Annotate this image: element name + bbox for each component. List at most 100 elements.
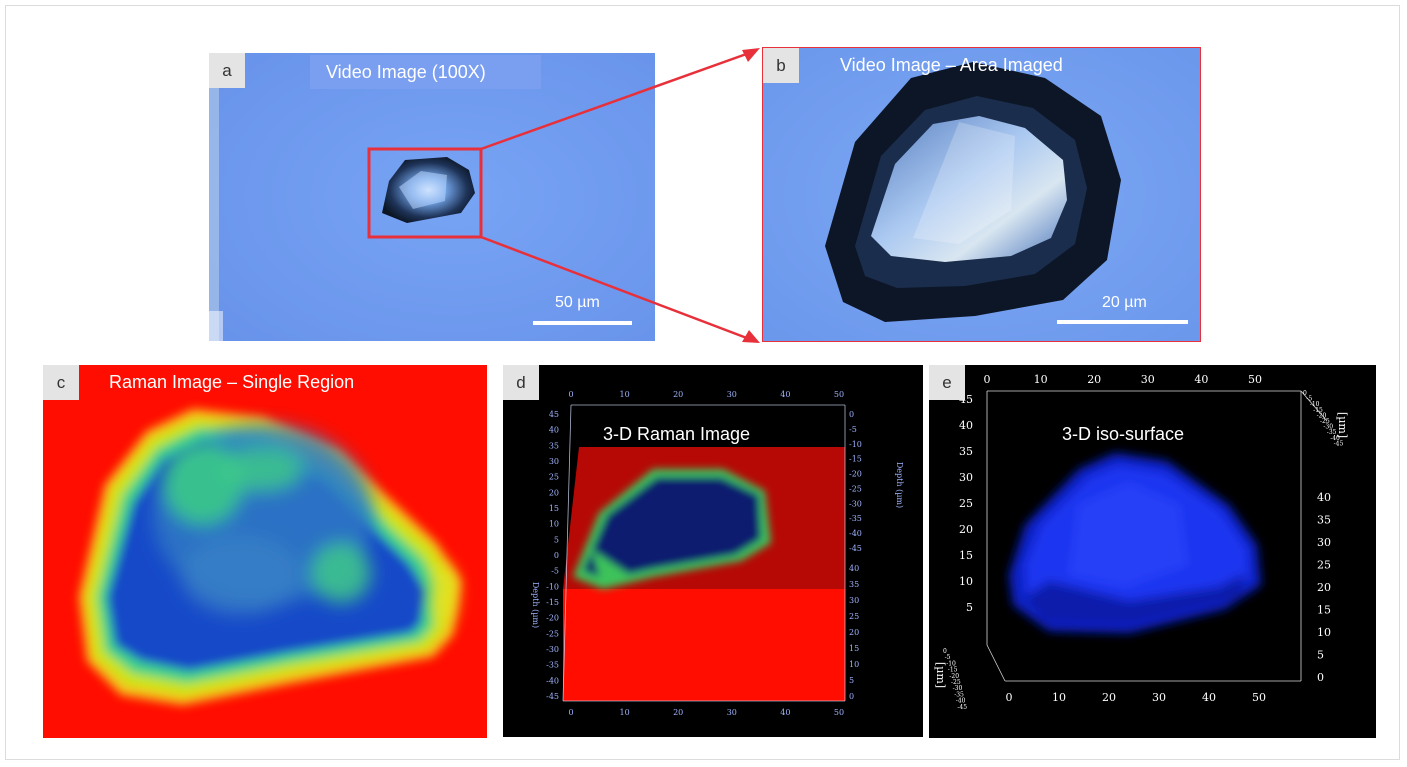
panel-d-bottom-tick: 10: [620, 708, 630, 717]
panel-e-bottom-tick: 0: [1006, 691, 1013, 704]
panel-e-right-tick: 40: [1317, 491, 1331, 504]
panel-d-left-tick: 15: [549, 504, 559, 513]
panel-e-lower-left-tick: -10: [946, 660, 956, 667]
panel-b-letter: b: [763, 48, 799, 83]
panel-e-lower-left-tick: -40: [956, 698, 966, 705]
panel-d-left-tick: 0: [554, 551, 559, 560]
panel-e-left-tick: 10: [959, 575, 973, 588]
panel-d-left-tick: -5: [551, 567, 559, 576]
panel-d-bottom-tick: 0: [568, 708, 573, 717]
panel-d-right-tick: 30: [849, 596, 859, 605]
panel-e-upper-right-tick: -45: [1334, 440, 1344, 447]
panel-e-bottom-tick: 50: [1252, 691, 1266, 704]
panel-e-left-tick: 15: [959, 549, 973, 562]
panel-e-bottom-tick: 40: [1202, 691, 1216, 704]
panel-d-left-tick: 45: [549, 410, 559, 419]
panel-e-right-tick: 35: [1317, 514, 1331, 527]
panel-e-upper-right-tick: -10: [1310, 401, 1320, 408]
panel-e-left-tick: 5: [966, 601, 973, 614]
panel-d: 0 10 20 30 40 50 0 10 20 30 40 50 45 40 35 30 25 20 15 10 5 0…: [503, 365, 923, 737]
panel-d-left-tick: -30: [546, 645, 559, 654]
panel-d-right-tick: -45: [849, 544, 862, 553]
panel-c-title: Raman Image – Single Region: [109, 372, 355, 392]
panel-d-right-tick: 0: [849, 410, 854, 419]
panel-e-lower-left-tick: -15: [948, 667, 958, 674]
panel-d-left-tick: -15: [546, 598, 559, 607]
panel-e-left-tick: 20: [959, 523, 973, 536]
panel-d-left-tick: -45: [546, 692, 559, 701]
panel-d-right-tick: -15: [849, 455, 862, 464]
panel-e-top-tick: 50: [1248, 373, 1262, 386]
panel-d-right-tick: -30: [849, 499, 862, 508]
panel-e-upper-right-tick: -15: [1313, 407, 1323, 414]
panel-a: a Video Image (100X) 50 µm: [209, 53, 655, 341]
panel-d-right-tick: 10: [849, 660, 859, 669]
panel-e-upper-right-axis-label: [µm]: [1336, 412, 1349, 438]
panel-d-right-tick: 5: [849, 676, 854, 685]
panel-d-right-tick: -40: [849, 529, 862, 538]
panel-c-letter: c: [43, 365, 79, 400]
panel-d-top-tick: 20: [673, 390, 683, 399]
panel-e-left-tick: 25: [959, 497, 973, 510]
figure-frame: [5, 5, 1400, 760]
panel-d-right-tick: 25: [849, 612, 859, 621]
panel-d-left-tick: -35: [546, 661, 559, 670]
panel-e-right-tick: 30: [1317, 536, 1331, 549]
panel-e-right-tick: 20: [1317, 581, 1331, 594]
panel-d-top-tick: 30: [727, 390, 737, 399]
panel-d-right-tick: 40: [849, 564, 859, 573]
panel-e-bottom-tick: 30: [1152, 691, 1166, 704]
panel-e-upper-right-tick: -20: [1317, 412, 1327, 419]
panel-a-scale-label: 50 µm: [555, 294, 600, 311]
panel-e-left-tick: 40: [959, 419, 973, 432]
panel-d-top-tick: 10: [620, 390, 630, 399]
panel-e-right-tick: 0: [1317, 671, 1324, 684]
panel-e-upper-right-tick: -5: [1306, 396, 1312, 403]
panel-d-left-tick: -10: [546, 582, 559, 591]
panel-e-lower-left-tick: -20: [949, 673, 959, 680]
video-image-area-imaged: [763, 48, 1200, 341]
panel-d-left-tick: 5: [554, 535, 559, 544]
panel-d-right-tick: -5: [849, 425, 857, 434]
panel-d-bottom-tick: 30: [727, 708, 737, 717]
panel-d-left-tick: -40: [546, 676, 559, 685]
panel-e-upper-right-tick: -35: [1327, 429, 1337, 436]
panel-e-lower-left-tick: -5: [945, 654, 951, 661]
panel-e-bottom-tick: 10: [1052, 691, 1066, 704]
panel-d-left-tick: -20: [546, 614, 559, 623]
panel-d-right-tick: 0: [849, 692, 854, 701]
panel-d-top-tick: 40: [780, 390, 790, 399]
panel-e-right-tick: 5: [1317, 649, 1324, 662]
panel-e-bottom-tick: 20: [1102, 691, 1116, 704]
panel-d-bottom-tick: 40: [780, 708, 790, 717]
panel-e-lower-left-tick: 0: [943, 648, 947, 655]
panel-d-right-tick: -35: [849, 514, 862, 523]
panel-d-left-tick: 35: [549, 441, 559, 450]
3d-raman-image: 0 10 20 30 40 500 10 20 30 40 50454035302520151050…: [531, 390, 904, 717]
panel-e-right-tick: 25: [1317, 559, 1331, 572]
panel-d-right-axis-label: Depth (µm): [895, 462, 904, 508]
panel-d-bottom-tick: 20: [673, 708, 683, 717]
panel-e-lower-left-tick: -30: [953, 685, 963, 692]
panel-e-top-tick: 10: [1034, 373, 1048, 386]
panel-e-top-tick: 30: [1141, 373, 1155, 386]
panel-d-top-tick: 0: [568, 390, 573, 399]
raman-image-single-region: [43, 365, 487, 738]
panel-e-upper-right-tick: 0: [1303, 390, 1307, 397]
panel-a-scale-bar: [533, 321, 632, 325]
panel-d-left-tick: 30: [549, 457, 559, 466]
panel-d-letter: d: [503, 365, 539, 400]
3d-iso-surface: 0 10 20 30 40 500 10 20 30 40 50454035302520151054…: [934, 373, 1349, 711]
panel-e-top-tick: 40: [1194, 373, 1208, 386]
panel-d-bottom-tick: 50: [834, 708, 844, 717]
panel-e-upper-right-tick: -25: [1320, 418, 1330, 425]
panel-d-top-tick: 50: [834, 390, 844, 399]
panel-e-top-tick: 0: [984, 373, 991, 386]
panel-b: b Video Image – Area Imaged 20 µm: [762, 47, 1201, 342]
panel-e-lower-left-tick: -25: [951, 679, 961, 686]
panel-e-letter: e: [929, 365, 965, 400]
panel-e-right-tick: 10: [1317, 626, 1331, 639]
panel-b-scale-label: 20 µm: [1102, 294, 1147, 311]
panel-d-left-tick: 10: [549, 520, 559, 529]
panel-b-scale-bar: [1057, 320, 1188, 324]
